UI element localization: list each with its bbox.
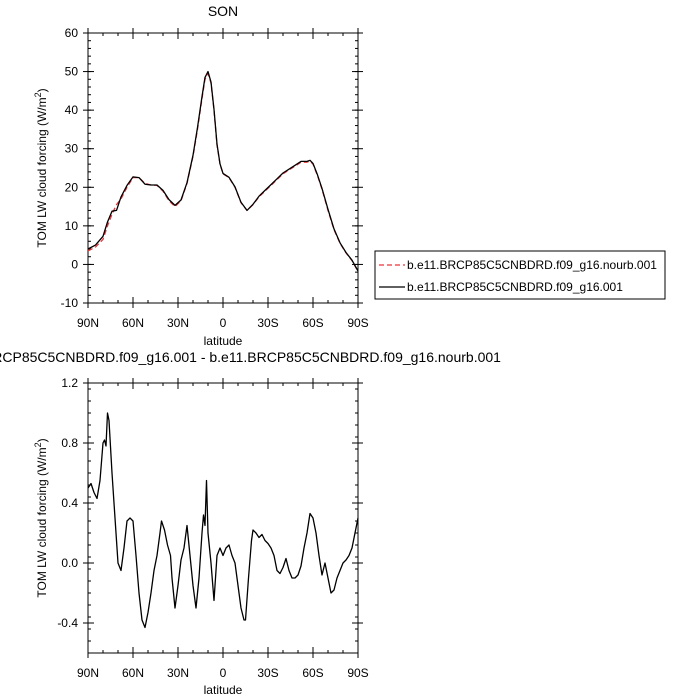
x-tick-label: 30N bbox=[167, 666, 189, 680]
y-tick-label: 50 bbox=[65, 65, 79, 79]
legend-entry: b.e11.BRCP85C5CNBDRD.f09_g16.001 bbox=[407, 280, 623, 294]
y-tick-label: 1.2 bbox=[61, 376, 78, 390]
x-tick-label: 90S bbox=[347, 316, 368, 330]
x-axis-label: latitude bbox=[204, 334, 243, 348]
y-tick-label: 30 bbox=[65, 142, 79, 156]
series-lines bbox=[87, 70, 359, 272]
legend: b.e11.BRCP85C5CNBDRD.f09_g16.nourb.001 b.… bbox=[374, 250, 666, 300]
x-tick-label: 0 bbox=[220, 316, 227, 330]
x-tick-label: 30S bbox=[257, 666, 278, 680]
y-tick-label: -0.4 bbox=[57, 616, 78, 630]
y-tick-label: 0.8 bbox=[61, 436, 78, 450]
x-axis: 90N 60N 30N 0 30S 60S 90S bbox=[77, 378, 369, 680]
y-tick-label: 40 bbox=[65, 103, 79, 117]
x-axis: 90N 60N 30N 0 30S 60S 90S bbox=[77, 28, 369, 330]
y-tick-label: -10 bbox=[61, 296, 79, 310]
x-tick-label: 60S bbox=[302, 316, 323, 330]
x-axis-label: latitude bbox=[204, 683, 243, 697]
series-line bbox=[87, 412, 359, 629]
x-tick-label: 60N bbox=[122, 316, 144, 330]
x-tick-label: 90N bbox=[77, 316, 99, 330]
y-tick-label: 20 bbox=[65, 180, 79, 194]
legend-box bbox=[374, 250, 666, 300]
y-tick-label: 10 bbox=[65, 219, 79, 233]
x-tick-label: 30S bbox=[257, 316, 278, 330]
x-tick-label: 60S bbox=[302, 666, 323, 680]
top-chart: SON -10 0 10 20 30 40 50 60 90N 60N 30N 0 30S 60S 90S… bbox=[33, 3, 666, 348]
y-axis: -10 0 10 20 30 40 50 60 bbox=[61, 26, 363, 310]
series-lines bbox=[87, 412, 359, 629]
y-tick-label: 0.4 bbox=[61, 496, 78, 510]
y-axis-label: TOM LW cloud forcing (W/m2) bbox=[33, 438, 49, 597]
series-line bbox=[87, 70, 359, 272]
y-tick-label: 0.0 bbox=[61, 556, 78, 570]
bottom-chart: b.e11.BRCP85C5CNBDRD.f09_g16.001 - b.e11… bbox=[0, 349, 501, 697]
y-axis: -0.4 0.0 0.4 0.8 1.2 bbox=[57, 376, 363, 654]
x-tick-label: 90N bbox=[77, 666, 99, 680]
x-tick-label: 60N bbox=[122, 666, 144, 680]
x-tick-label: 30N bbox=[167, 316, 189, 330]
y-tick-label: 0 bbox=[71, 257, 78, 271]
y-axis-label: TOM LW cloud forcing (W/m2) bbox=[33, 88, 49, 247]
x-tick-label: 0 bbox=[220, 666, 227, 680]
chart-title: SON bbox=[208, 3, 238, 19]
chart-title: b.e11.BRCP85C5CNBDRD.f09_g16.001 - b.e11… bbox=[0, 349, 501, 365]
plot-frame bbox=[87, 382, 359, 654]
plot-frame bbox=[87, 32, 359, 304]
y-tick-label: 60 bbox=[65, 26, 79, 40]
x-tick-label: 90S bbox=[347, 666, 368, 680]
legend-entry: b.e11.BRCP85C5CNBDRD.f09_g16.nourb.001 bbox=[407, 258, 657, 272]
